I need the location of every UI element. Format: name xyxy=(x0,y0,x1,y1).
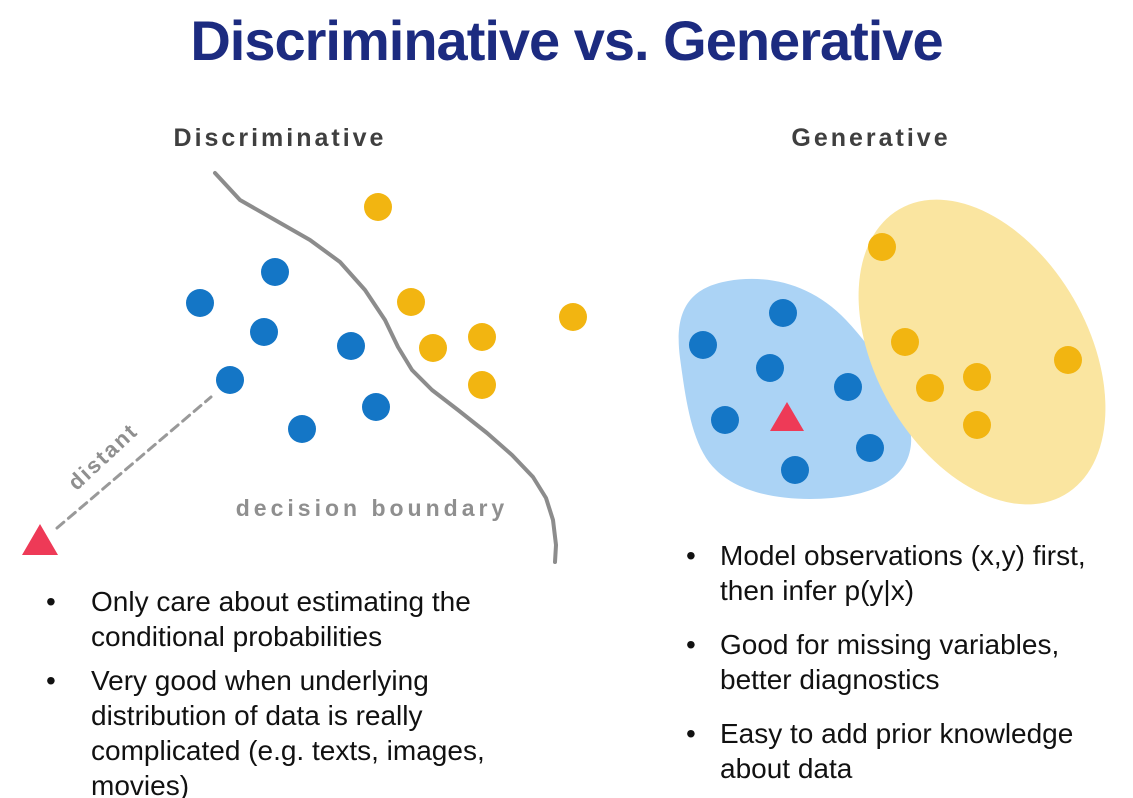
blue-class-point xyxy=(834,373,862,401)
page-title: Discriminative vs. Generative xyxy=(190,9,943,72)
discriminative-scatter-layer xyxy=(22,171,587,564)
yellow-class-point xyxy=(916,374,944,402)
novel-query-triangle-marker xyxy=(770,402,804,431)
blue-class-point xyxy=(756,354,784,382)
generative-bullet-list: • Model observations (x,y) first, then i… xyxy=(684,538,1124,798)
yellow-class-point xyxy=(468,371,496,399)
generative-scatter-layer xyxy=(678,199,1106,505)
yellow-class-point xyxy=(868,233,896,261)
yellow-class-point xyxy=(891,328,919,356)
distant-dashed-line xyxy=(55,395,213,530)
blue-class-point xyxy=(250,318,278,346)
yellow-cluster-blob xyxy=(858,199,1106,505)
list-item: • Model observations (x,y) first, then i… xyxy=(684,538,1124,608)
blue-class-point xyxy=(288,415,316,443)
yellow-class-point xyxy=(468,323,496,351)
yellow-class-point xyxy=(1054,346,1082,374)
bullet-icon: • xyxy=(686,718,696,749)
bullet-text: Model observations (x,y) first, then inf… xyxy=(720,540,1086,606)
bullet-text: Easy to add prior knowledge about data xyxy=(720,718,1074,784)
yellow-class-point xyxy=(364,193,392,221)
blue-class-point xyxy=(186,289,214,317)
bullet-text: Very good when underlying distribution o… xyxy=(91,665,485,798)
list-item: • Good for missing variables, better dia… xyxy=(684,627,1124,697)
blue-cluster-blob xyxy=(678,278,912,499)
blue-class-point xyxy=(856,434,884,462)
decision-boundary-curve xyxy=(213,171,558,564)
bullet-text: Only care about estimating the condition… xyxy=(91,586,471,652)
decision-boundary-label: decision boundary xyxy=(236,495,508,521)
blue-class-point xyxy=(216,366,244,394)
blue-class-point xyxy=(261,258,289,286)
discriminative-bullet-list: • Only care about estimating the conditi… xyxy=(44,584,544,798)
list-item: • Very good when underlying distribution… xyxy=(44,663,544,798)
blue-class-point xyxy=(781,456,809,484)
bullet-icon: • xyxy=(46,665,56,696)
yellow-class-point xyxy=(559,303,587,331)
list-item: • Easy to add prior knowledge about data xyxy=(684,716,1124,786)
bullet-icon: • xyxy=(686,629,696,660)
discriminative-heading: Discriminative xyxy=(174,124,387,152)
blue-class-point xyxy=(362,393,390,421)
blue-class-point xyxy=(711,406,739,434)
list-item: • Only care about estimating the conditi… xyxy=(44,584,544,654)
blue-class-point xyxy=(337,332,365,360)
novel-query-triangle-marker xyxy=(22,524,58,555)
generative-diagram: Generative xyxy=(678,124,1106,505)
yellow-class-point xyxy=(419,334,447,362)
yellow-class-point xyxy=(963,411,991,439)
yellow-class-point xyxy=(963,363,991,391)
blue-class-point xyxy=(769,299,797,327)
generative-heading: Generative xyxy=(791,124,950,152)
bullet-icon: • xyxy=(46,586,56,617)
blue-class-point xyxy=(689,331,717,359)
bullet-text: Good for missing variables, better diagn… xyxy=(720,629,1060,695)
discriminative-diagram: Discriminative distant decision boundary xyxy=(22,124,587,564)
yellow-class-point xyxy=(397,288,425,316)
bullet-icon: • xyxy=(686,540,696,571)
distant-label: distant xyxy=(63,418,143,495)
